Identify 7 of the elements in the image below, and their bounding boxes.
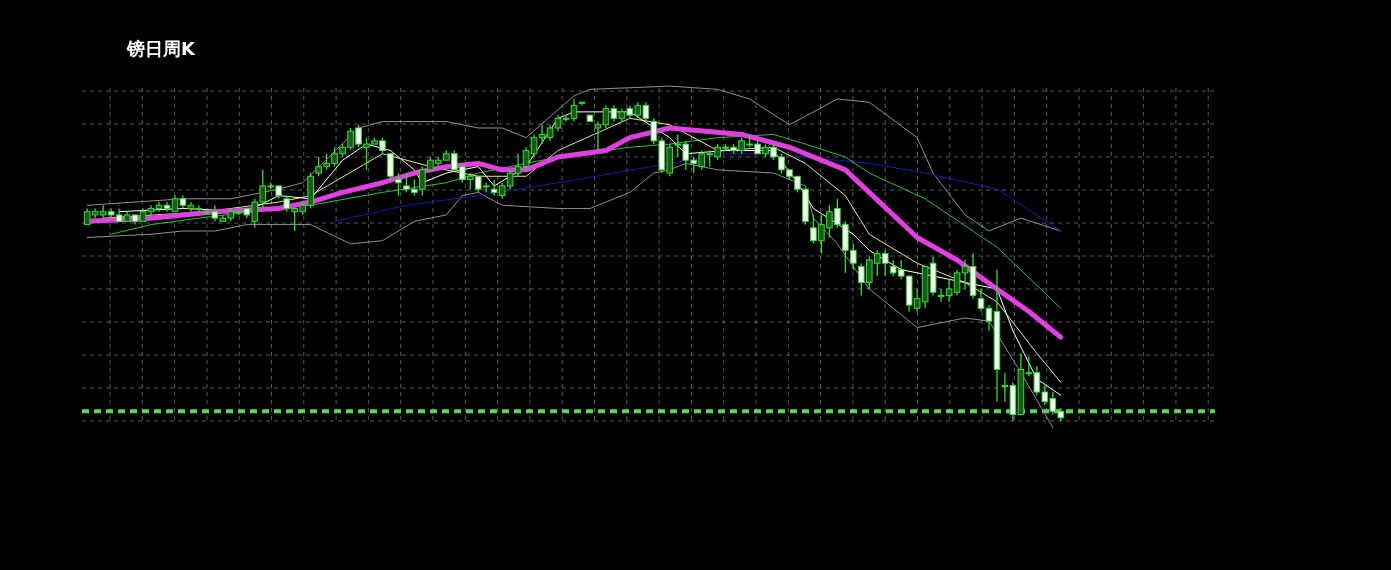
candlestick [570,98,578,123]
candlestick [985,304,993,332]
candlestick [562,114,570,123]
candlestick [387,153,394,181]
candlestick [395,172,402,197]
chart-title: 镑日周K [126,38,196,59]
candlestick [977,288,985,313]
